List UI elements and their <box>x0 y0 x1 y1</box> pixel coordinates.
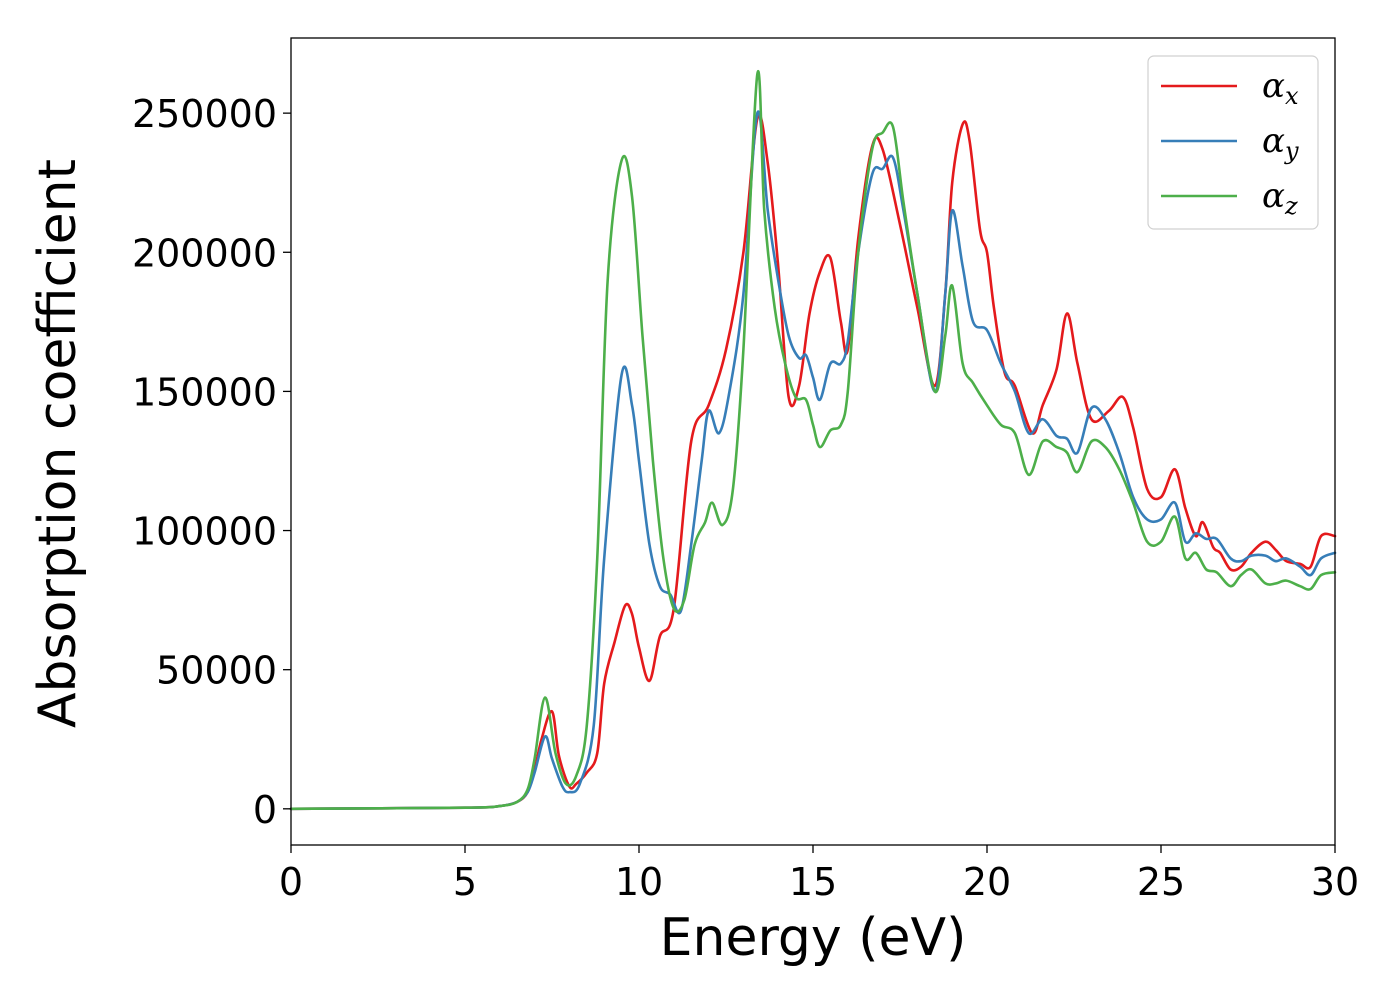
series-line-alpha-z <box>289 70 1337 811</box>
legend-label-alpha-y: αy <box>1262 121 1299 165</box>
x-tick-label: 10 <box>615 860 663 904</box>
x-tick-label: 30 <box>1311 860 1359 904</box>
legend: αx αy αz <box>1147 55 1319 230</box>
x-axis-label: Energy (eV) <box>660 908 967 968</box>
legend-label-alpha-z: αz <box>1262 176 1298 220</box>
y-tick-label: 50000 <box>156 649 277 693</box>
series-layer <box>289 70 1337 811</box>
series-line-alpha-x <box>289 114 1337 811</box>
x-tick-label: 25 <box>1137 860 1185 904</box>
legend-label-alpha-x: αx <box>1262 66 1299 110</box>
y-axis-label: Absorption coefficient <box>28 159 88 728</box>
y-axis: 0 50000 100000 150000 200000 250000 <box>132 92 291 832</box>
legend-box <box>1147 55 1319 230</box>
x-tick-label: 15 <box>789 860 837 904</box>
x-axis: 0 5 10 15 20 25 30 <box>279 845 1359 904</box>
y-tick-label: 250000 <box>132 92 277 136</box>
x-tick-label: 5 <box>453 860 477 904</box>
x-tick-label: 20 <box>963 860 1011 904</box>
y-tick-label: 100000 <box>132 510 277 554</box>
y-tick-label: 150000 <box>132 370 277 414</box>
x-tick-label: 0 <box>279 860 303 904</box>
y-tick-label: 200000 <box>132 231 277 275</box>
y-tick-label: 0 <box>253 788 277 832</box>
